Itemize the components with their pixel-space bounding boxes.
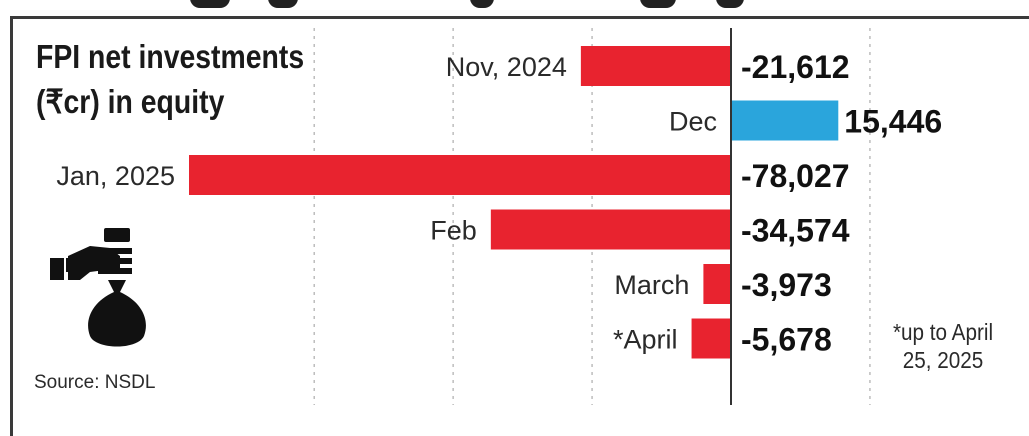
value-label-3: -34,574 [741, 213, 850, 249]
top-strip [0, 0, 1029, 12]
money-bag-hand-icon [50, 228, 146, 347]
source-note: Source: NSDL [34, 372, 156, 393]
category-label-3: Feb [430, 216, 477, 246]
bar-4 [703, 264, 731, 304]
category-label-5: *April [613, 325, 678, 355]
value-label-0: -21,612 [741, 49, 850, 85]
bar-2 [189, 155, 731, 195]
value-label-4: -3,973 [741, 267, 832, 303]
bar-1 [731, 100, 839, 141]
chart-frame [10, 16, 1029, 436]
chart-title: FPI net investments (₹cr) in equity [36, 38, 305, 120]
category-label-4: March [614, 270, 689, 300]
value-label-2: -78,027 [741, 158, 850, 194]
bar-3 [490, 209, 731, 250]
footnote: *up to April 25, 2025 [892, 319, 994, 373]
bar-5 [691, 318, 731, 359]
bars [189, 46, 839, 359]
category-label-1: Dec [669, 107, 717, 137]
category-label-0: Nov, 2024 [446, 52, 567, 82]
category-label-2: Jan, 2025 [56, 161, 175, 191]
labels: Nov, 2024 -21,612 Dec 15,446 Jan, 2025 -78,02… [56, 49, 942, 358]
value-label-5: -5,678 [741, 322, 832, 358]
value-label-1: 15,446 [844, 104, 942, 140]
chart-plot: Nov, 2024 -21,612 Dec 15,446 Jan, 2025 -78,02… [50, 28, 942, 405]
bar-0 [580, 46, 731, 86]
grid [313, 28, 871, 405]
